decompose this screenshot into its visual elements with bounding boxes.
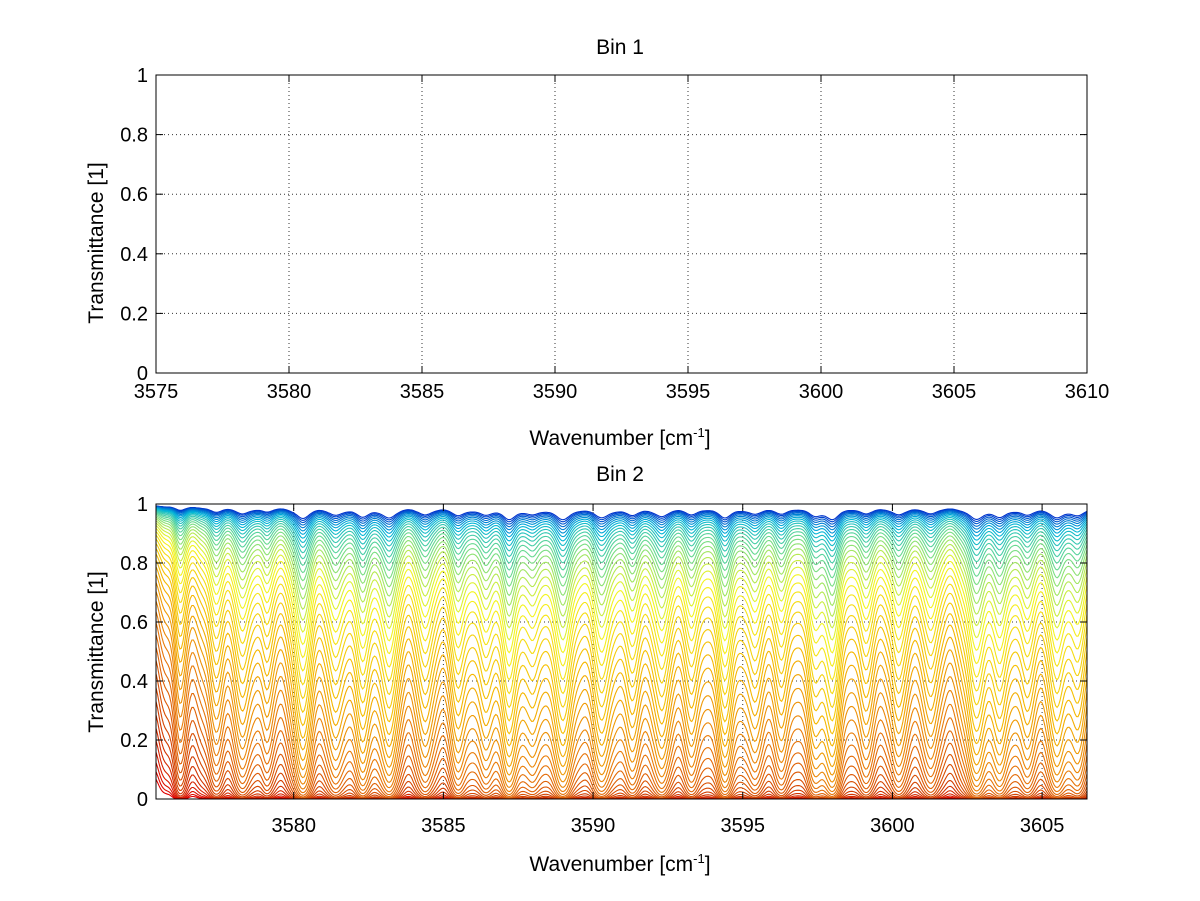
series-line bbox=[155, 505, 1088, 521]
y-tick-label: 0 bbox=[137, 789, 148, 811]
y-tick-label: 0.8 bbox=[120, 125, 148, 147]
chart-bin-2: Bin 2 0 0.2 0.4 0.6 0.8 1 3580 3585 3590 3595 3600… bbox=[85, 463, 1088, 876]
series-line bbox=[155, 505, 1088, 523]
y-tick-label: 0.4 bbox=[120, 671, 148, 693]
y-tick-label: 0.2 bbox=[120, 730, 148, 752]
tick-layer: 0 0.2 0.4 0.6 0.8 1 3575 3580 3585 3590 3595 3600 36… bbox=[120, 65, 1109, 403]
series-line bbox=[155, 553, 1088, 735]
x-axis-label: Wavenumber [cm-1] bbox=[529, 851, 710, 876]
series-line bbox=[155, 687, 1088, 800]
x-tick-label: 3605 bbox=[932, 381, 977, 403]
series-layer bbox=[155, 505, 1088, 800]
y-axis-label: Transmittance [1] bbox=[85, 162, 108, 323]
y-tick-label: 0.6 bbox=[120, 184, 148, 206]
series-line bbox=[155, 506, 1088, 525]
y-tick-label: 1 bbox=[137, 65, 148, 87]
series-line bbox=[155, 559, 1088, 747]
series-line bbox=[155, 538, 1088, 695]
x-tick-label: 3580 bbox=[267, 381, 312, 403]
x-tick-label: 3600 bbox=[870, 815, 915, 837]
series-line bbox=[155, 515, 1088, 587]
series-line bbox=[155, 507, 1088, 534]
series-line bbox=[155, 582, 1088, 776]
y-tick-label: 0.2 bbox=[120, 303, 148, 325]
chart-title: Bin 1 bbox=[596, 36, 644, 59]
x-tick-label: 3595 bbox=[720, 815, 765, 837]
series-line bbox=[155, 611, 1088, 793]
x-tick-label: 3590 bbox=[571, 815, 616, 837]
y-tick-label: 0 bbox=[137, 363, 148, 385]
series-line bbox=[155, 525, 1088, 641]
series-line bbox=[155, 508, 1088, 547]
series-line bbox=[155, 506, 1088, 528]
series-line bbox=[155, 506, 1088, 531]
x-tick-label: 3580 bbox=[271, 815, 316, 837]
series-line bbox=[155, 522, 1088, 629]
series-line bbox=[155, 509, 1088, 552]
series-line bbox=[155, 520, 1088, 618]
series-line bbox=[155, 511, 1088, 564]
series-line bbox=[155, 600, 1088, 789]
series-line bbox=[155, 531, 1088, 668]
x-tick-label: 3600 bbox=[799, 381, 844, 403]
y-axis-label: Transmittance [1] bbox=[85, 571, 108, 732]
x-axis-label: Wavenumber [cm-1] bbox=[529, 425, 710, 450]
series-line bbox=[155, 534, 1088, 681]
series-line bbox=[155, 507, 1088, 538]
series-line bbox=[155, 574, 1088, 768]
chart-title: Bin 2 bbox=[596, 463, 644, 486]
x-tick-label: 3595 bbox=[666, 381, 711, 403]
y-tick-label: 0.6 bbox=[120, 612, 148, 634]
x-tick-label: 3590 bbox=[533, 381, 578, 403]
x-tick-label: 3605 bbox=[1020, 815, 1065, 837]
plot-area bbox=[155, 74, 1088, 374]
series-line bbox=[155, 647, 1088, 799]
series-line bbox=[155, 634, 1088, 797]
series-line bbox=[155, 518, 1088, 607]
series-line bbox=[155, 543, 1088, 709]
series-line bbox=[155, 516, 1088, 597]
series-line bbox=[155, 513, 1088, 579]
y-tick-label: 0.8 bbox=[120, 553, 148, 575]
tick-layer: 0 0.2 0.4 0.6 0.8 1 3580 3585 3590 3595 3600 3605 bbox=[120, 494, 1087, 837]
series-line bbox=[155, 660, 1088, 799]
series-line bbox=[155, 528, 1088, 654]
plot-area bbox=[155, 503, 1088, 800]
x-tick-label: 3610 bbox=[1065, 381, 1110, 403]
x-tick-label: 3585 bbox=[400, 381, 445, 403]
series-line bbox=[155, 622, 1088, 796]
y-tick-label: 0.4 bbox=[120, 244, 148, 266]
x-tick-label: 3585 bbox=[421, 815, 466, 837]
series-line bbox=[155, 673, 1088, 800]
series-line bbox=[155, 591, 1088, 783]
series-line bbox=[155, 508, 1088, 542]
series-line bbox=[155, 548, 1088, 722]
chart-bin-1: Bin 1 0 0.2 0.4 0.6 0.8 1 3575 3580 3585 3590 3595… bbox=[85, 36, 1109, 450]
x-tick-label: 3575 bbox=[134, 381, 179, 403]
series-line bbox=[155, 566, 1088, 758]
y-tick-label: 1 bbox=[137, 494, 148, 516]
grid bbox=[156, 75, 1087, 373]
series-line bbox=[155, 701, 1088, 800]
series-line bbox=[155, 510, 1088, 558]
series-line bbox=[155, 512, 1088, 571]
